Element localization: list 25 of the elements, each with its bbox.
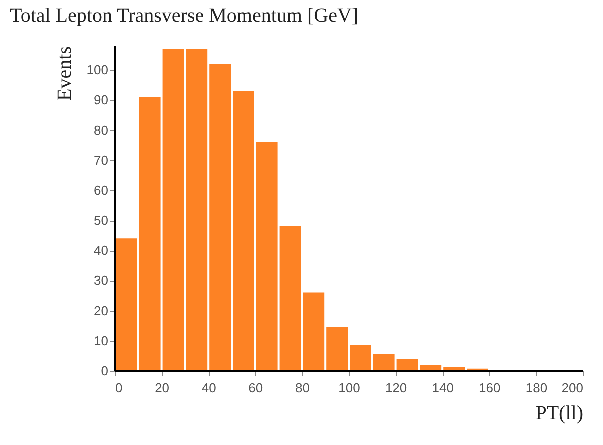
x-tick-label: 120 xyxy=(385,380,408,396)
x-tick-label: 140 xyxy=(432,380,454,396)
x-tick-label: 180 xyxy=(526,380,548,396)
y-axis-title: Events xyxy=(54,46,76,101)
chart-title: Total Lepton Transverse Momentum [GeV] xyxy=(10,5,359,27)
y-tick-label: 0 xyxy=(101,364,108,378)
x-tick-label: 60 xyxy=(248,380,264,396)
x-tick-label: 200 xyxy=(562,380,584,396)
y-tick-label: 60 xyxy=(94,182,108,198)
x-tick-label: 160 xyxy=(479,380,501,396)
x-axis-title: PT(ll) xyxy=(536,402,584,424)
y-tick-label: 90 xyxy=(94,92,108,108)
y-tick-label: 10 xyxy=(94,333,108,348)
x-tick-label: 40 xyxy=(202,380,216,396)
y-tick-label: 50 xyxy=(94,213,108,228)
y-tick-label: 30 xyxy=(94,273,108,288)
y-tick-label: 40 xyxy=(94,243,108,258)
x-tick-label: 20 xyxy=(155,380,170,396)
y-tick-label: 80 xyxy=(94,122,108,138)
y-tick-label: 70 xyxy=(94,152,108,168)
y-tick-label: 100 xyxy=(86,62,108,78)
x-tick-label: 80 xyxy=(295,380,310,396)
y-tick-label: 20 xyxy=(94,303,108,318)
x-tick-label: 100 xyxy=(338,380,360,396)
x-tick-label: 0 xyxy=(116,380,123,396)
